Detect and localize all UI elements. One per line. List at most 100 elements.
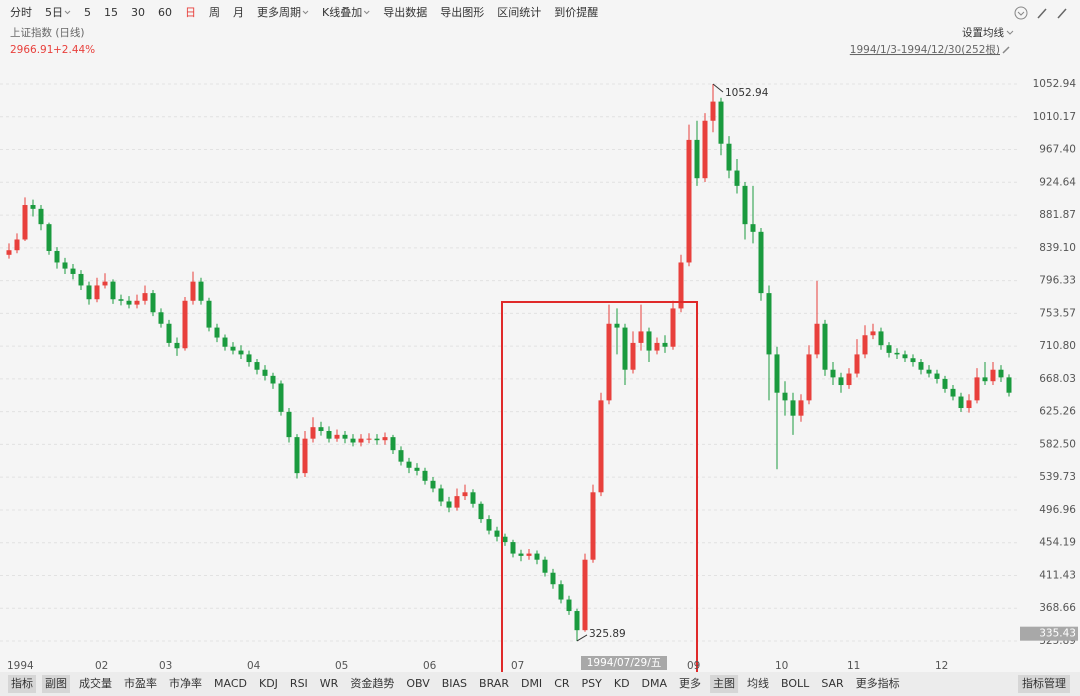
indicator-tab[interactable]: 成交量 bbox=[79, 676, 112, 690]
grid bbox=[0, 83, 1020, 642]
candle-body bbox=[374, 438, 380, 441]
candle-body bbox=[166, 323, 172, 343]
candle-body bbox=[390, 437, 396, 451]
x-tick-label: 10 bbox=[775, 660, 788, 672]
candle-body bbox=[174, 342, 180, 349]
indicator-tab[interactable]: 更多 bbox=[679, 676, 701, 690]
candle-body bbox=[718, 101, 724, 144]
toolbar-item[interactable]: 15 bbox=[104, 6, 118, 19]
candle-body bbox=[46, 224, 52, 251]
candle-body bbox=[318, 427, 324, 432]
toolbar-item[interactable]: 更多周期 bbox=[257, 5, 301, 19]
candle-body bbox=[990, 369, 996, 382]
toolbar-item[interactable]: K线叠加 bbox=[322, 5, 362, 19]
draw-icon[interactable] bbox=[1037, 8, 1047, 19]
indicator-tab[interactable]: CR bbox=[554, 677, 570, 690]
pin-icon-top[interactable] bbox=[1057, 8, 1067, 19]
candle-body bbox=[1006, 377, 1012, 393]
toolbar-item[interactable]: 月 bbox=[233, 6, 244, 19]
candle-body bbox=[110, 281, 116, 300]
indicator-tab[interactable]: 副图 bbox=[45, 677, 67, 690]
indicator-tab[interactable]: BOLL bbox=[781, 677, 810, 690]
candle-body bbox=[70, 268, 76, 274]
price-tag-bg bbox=[1020, 626, 1078, 641]
toolbar-item[interactable]: 区间统计 bbox=[497, 6, 541, 19]
tab-bg bbox=[42, 675, 70, 693]
toolbar-item[interactable]: 30 bbox=[131, 6, 145, 19]
indicator-tab[interactable]: BRAR bbox=[479, 677, 509, 690]
toolbar-item[interactable]: 导出图形 bbox=[440, 5, 484, 19]
x-tick-label: 04 bbox=[247, 660, 261, 672]
indicator-tab[interactable]: RSI bbox=[290, 677, 308, 690]
toolbar-item[interactable]: 导出数据 bbox=[383, 5, 427, 19]
min-label: 325.89 bbox=[589, 628, 626, 640]
chevron bbox=[64, 10, 71, 15]
x-tick-label: 11 bbox=[847, 660, 860, 672]
candle-body bbox=[726, 143, 732, 171]
indicator-tab[interactable]: OBV bbox=[406, 677, 430, 690]
range-label: 1994/1/3-1994/12/30(252根) bbox=[850, 43, 1000, 56]
toolbar-item[interactable]: 日 bbox=[185, 6, 196, 19]
candle-body bbox=[598, 400, 604, 493]
toolbar-item[interactable]: 5日 bbox=[45, 6, 63, 19]
candle-body bbox=[694, 139, 700, 179]
y-tick-label: 668.03 bbox=[1039, 373, 1076, 385]
y-tick-label: 796.33 bbox=[1039, 275, 1076, 287]
indicator-tab[interactable]: WR bbox=[320, 677, 339, 690]
candle-body bbox=[638, 331, 644, 343]
indicator-tab[interactable]: DMA bbox=[642, 677, 668, 690]
candle-body bbox=[790, 400, 796, 416]
toolbar-item[interactable]: 5 bbox=[84, 6, 91, 19]
indicator-tab[interactable]: 指标 bbox=[11, 676, 33, 690]
candle-body bbox=[22, 205, 28, 240]
date-tag-bg bbox=[581, 656, 667, 670]
candle-body bbox=[62, 262, 68, 269]
x-tick-label: 12 bbox=[935, 660, 948, 672]
candle-body bbox=[614, 323, 620, 328]
tab-bg bbox=[8, 675, 36, 693]
candle-body bbox=[510, 542, 516, 554]
candle-body bbox=[78, 273, 84, 286]
indicator-tab[interactable]: DMI bbox=[521, 677, 542, 690]
indicator-tab[interactable]: KD bbox=[614, 677, 630, 690]
candle-body bbox=[558, 584, 564, 600]
candle-body bbox=[366, 438, 372, 440]
toolbar-item[interactable]: 分时 bbox=[10, 6, 32, 19]
indicator-tab[interactable]: 资金趋势 bbox=[350, 676, 394, 690]
toolbar-item[interactable]: 到价提醒 bbox=[554, 6, 598, 19]
y-tick-label: 881.87 bbox=[1039, 209, 1076, 221]
candle-body bbox=[414, 467, 420, 471]
indicator-tab[interactable]: PSY bbox=[582, 677, 603, 690]
candle-body bbox=[782, 392, 788, 401]
indicator-tab[interactable]: 均线 bbox=[747, 676, 769, 690]
candle-body bbox=[822, 323, 828, 370]
indicator-manage[interactable]: 指标管理 bbox=[1022, 676, 1066, 690]
indicator-tab[interactable]: MACD bbox=[214, 677, 247, 690]
indicator-tab[interactable]: 主图 bbox=[713, 677, 735, 690]
y-tick-label: 411.43 bbox=[1039, 569, 1076, 581]
candle-body bbox=[294, 437, 300, 474]
pin-icon[interactable] bbox=[1002, 46, 1010, 54]
collapse-icon[interactable] bbox=[1014, 6, 1028, 20]
indicator-tab[interactable]: 更多指标 bbox=[856, 676, 900, 690]
candle-body bbox=[30, 205, 36, 209]
indicator-tab[interactable]: BIAS bbox=[442, 677, 467, 690]
ma-setting[interactable]: 设置均线 bbox=[962, 26, 1004, 39]
candle-body bbox=[126, 300, 132, 305]
candle-body bbox=[38, 208, 44, 225]
indicator-tab[interactable]: 市净率 bbox=[169, 676, 202, 690]
toolbar-item[interactable]: 周 bbox=[209, 6, 220, 19]
candle-body bbox=[54, 250, 60, 263]
candle-body bbox=[942, 378, 948, 389]
tab-bg bbox=[710, 675, 739, 693]
indicator-tab[interactable]: SAR bbox=[821, 677, 844, 690]
indicator-tab[interactable]: 市盈率 bbox=[124, 676, 157, 690]
candle-body bbox=[686, 139, 692, 263]
toolbar-item[interactable]: 60 bbox=[158, 6, 172, 19]
indicator-tab[interactable]: KDJ bbox=[259, 677, 278, 690]
candle-body bbox=[566, 599, 572, 612]
candle-body bbox=[630, 342, 636, 370]
candle-body bbox=[142, 293, 148, 301]
price-tag: 335.43 bbox=[1039, 628, 1076, 640]
x-tick-label: 06 bbox=[423, 660, 437, 672]
